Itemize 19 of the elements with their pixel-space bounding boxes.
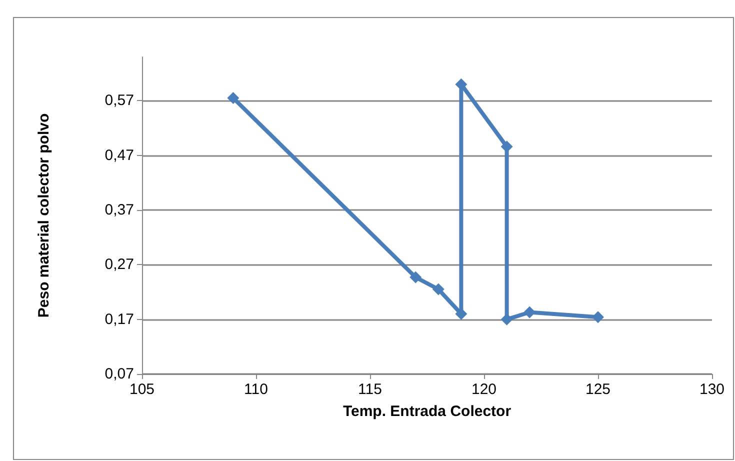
point — [592, 311, 604, 324]
y-tick-label: 0,07 — [104, 366, 134, 382]
y-axis-title: Peso material colector polvo — [36, 113, 52, 318]
point — [432, 283, 444, 296]
x-tick-label: 105 — [129, 381, 155, 398]
y-tick-label: 0,37 — [104, 202, 134, 219]
point — [524, 306, 536, 318]
y-tick-label: 0,17 — [104, 310, 134, 328]
x-tick-label: 115 — [358, 381, 382, 398]
x-tick-label: 125 — [585, 381, 611, 398]
x-axis-title: Temp. Entrada Colector — [342, 403, 512, 420]
y-tick-label: 0,27 — [104, 256, 134, 274]
x-tick-label: 130 — [699, 381, 725, 398]
point — [410, 271, 422, 284]
y-tick-label: 0,57 — [104, 92, 134, 110]
point — [227, 92, 240, 104]
x-tick-label: 120 — [471, 381, 497, 398]
y-tick-label: 0,47 — [104, 146, 134, 164]
x-tick-label: 110 — [244, 381, 268, 398]
